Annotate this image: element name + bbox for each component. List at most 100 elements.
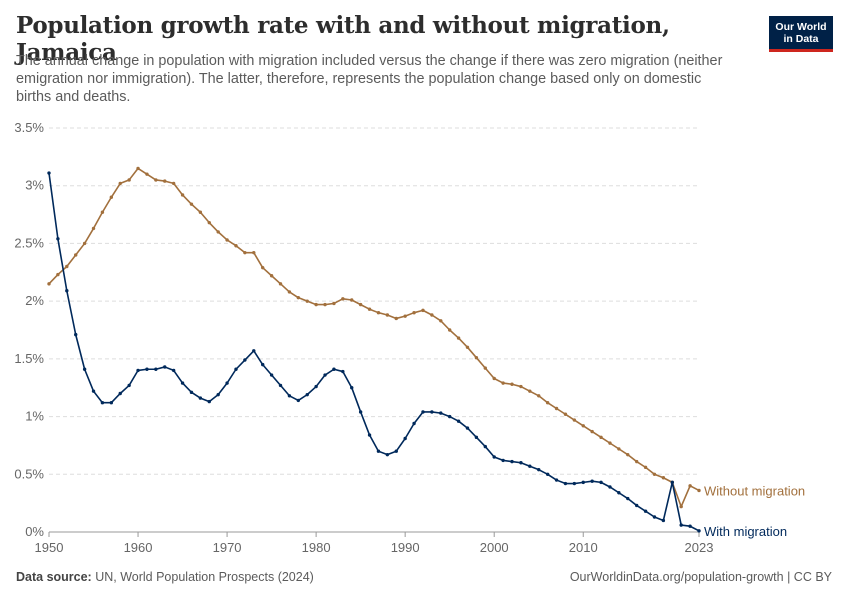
data-point-without-migration[interactable] xyxy=(590,429,594,434)
data-point-without-migration[interactable] xyxy=(608,441,612,445)
series-label-without-migration[interactable]: Without migration xyxy=(704,483,805,498)
data-point-without-migration[interactable] xyxy=(626,452,630,457)
data-point-without-migration[interactable] xyxy=(634,459,639,464)
data-point-with-migration[interactable] xyxy=(252,349,256,353)
series-line-without-migration[interactable] xyxy=(48,167,700,508)
data-point-without-migration[interactable] xyxy=(47,282,51,286)
data-point-without-migration[interactable] xyxy=(501,381,505,385)
data-point-without-migration[interactable] xyxy=(341,297,345,301)
data-point-with-migration[interactable] xyxy=(421,410,425,414)
data-point-with-migration[interactable] xyxy=(430,410,434,414)
data-point-with-migration[interactable] xyxy=(341,369,345,374)
data-point-with-migration[interactable] xyxy=(136,368,140,373)
data-point-with-migration[interactable] xyxy=(163,365,167,369)
data-point-with-migration[interactable] xyxy=(510,459,514,464)
data-point-with-migration[interactable] xyxy=(287,394,292,398)
data-point-without-migration[interactable] xyxy=(154,178,158,182)
data-point-without-migration[interactable] xyxy=(171,181,176,186)
data-point-without-migration[interactable] xyxy=(537,394,541,398)
data-point-with-migration[interactable] xyxy=(608,485,612,489)
data-point-without-migration[interactable] xyxy=(412,310,416,315)
data-point-with-migration[interactable] xyxy=(332,367,336,371)
data-point-without-migration[interactable] xyxy=(688,484,692,488)
data-point-with-migration[interactable] xyxy=(439,411,443,415)
data-point-without-migration[interactable] xyxy=(519,384,523,389)
data-point-without-migration[interactable] xyxy=(127,178,131,182)
data-point-with-migration[interactable] xyxy=(385,452,390,457)
data-point-without-migration[interactable] xyxy=(180,193,185,197)
data-point-with-migration[interactable] xyxy=(145,367,149,371)
data-point-without-migration[interactable] xyxy=(287,290,292,294)
data-point-without-migration[interactable] xyxy=(207,220,211,225)
data-point-with-migration[interactable] xyxy=(350,386,354,390)
data-point-without-migration[interactable] xyxy=(163,179,167,183)
data-point-with-migration[interactable] xyxy=(82,367,87,371)
data-point-with-migration[interactable] xyxy=(207,399,211,404)
owid-logo[interactable]: Our World in Data xyxy=(769,16,833,52)
data-point-without-migration[interactable] xyxy=(394,316,398,321)
data-point-with-migration[interactable] xyxy=(296,398,301,403)
data-point-with-migration[interactable] xyxy=(74,332,78,337)
data-point-with-migration[interactable] xyxy=(171,368,176,373)
data-point-with-migration[interactable] xyxy=(697,529,701,533)
data-point-with-migration[interactable] xyxy=(501,458,505,463)
data-point-without-migration[interactable] xyxy=(545,401,550,405)
data-point-without-migration[interactable] xyxy=(65,264,69,269)
data-point-without-migration[interactable] xyxy=(189,202,194,206)
data-point-without-migration[interactable] xyxy=(91,226,96,231)
data-point-without-migration[interactable] xyxy=(332,301,336,306)
data-point-with-migration[interactable] xyxy=(234,367,238,371)
data-point-with-migration[interactable] xyxy=(305,392,309,397)
data-point-with-migration[interactable] xyxy=(412,421,416,426)
data-point-without-migration[interactable] xyxy=(225,238,229,242)
data-point-with-migration[interactable] xyxy=(261,362,265,367)
data-point-with-migration[interactable] xyxy=(376,449,381,453)
data-point-without-migration[interactable] xyxy=(234,244,238,248)
data-point-with-migration[interactable] xyxy=(528,464,532,468)
data-point-without-migration[interactable] xyxy=(56,272,60,277)
data-point-with-migration[interactable] xyxy=(198,396,203,400)
data-point-with-migration[interactable] xyxy=(563,481,568,486)
data-point-with-migration[interactable] xyxy=(269,373,274,377)
data-point-without-migration[interactable] xyxy=(581,424,585,428)
data-point-with-migration[interactable] xyxy=(403,436,407,441)
data-point-without-migration[interactable] xyxy=(305,299,309,303)
data-point-without-migration[interactable] xyxy=(492,376,496,381)
data-point-with-migration[interactable] xyxy=(216,392,220,397)
data-point-with-migration[interactable] xyxy=(492,455,496,459)
data-point-without-migration[interactable] xyxy=(376,310,381,315)
data-point-without-migration[interactable] xyxy=(296,295,301,300)
data-point-with-migration[interactable] xyxy=(65,289,69,293)
data-point-with-migration[interactable] xyxy=(634,503,639,508)
footer-credit[interactable]: OurWorldinData.org/population-growth | C… xyxy=(569,570,832,584)
data-point-with-migration[interactable] xyxy=(127,383,131,388)
data-point-with-migration[interactable] xyxy=(47,171,51,175)
data-point-with-migration[interactable] xyxy=(243,358,247,362)
data-point-without-migration[interactable] xyxy=(643,465,648,470)
data-point-with-migration[interactable] xyxy=(617,491,621,495)
data-point-without-migration[interactable] xyxy=(617,447,621,451)
data-point-without-migration[interactable] xyxy=(465,345,470,350)
data-point-without-migration[interactable] xyxy=(697,488,701,493)
data-point-with-migration[interactable] xyxy=(572,481,577,486)
data-point-without-migration[interactable] xyxy=(439,319,443,323)
data-point-with-migration[interactable] xyxy=(537,467,541,472)
data-point-without-migration[interactable] xyxy=(82,241,87,246)
data-point-with-migration[interactable] xyxy=(180,381,185,385)
data-point-without-migration[interactable] xyxy=(483,366,487,370)
data-point-without-migration[interactable] xyxy=(421,308,425,313)
data-point-with-migration[interactable] xyxy=(91,389,96,393)
data-point-with-migration[interactable] xyxy=(278,383,283,388)
data-point-without-migration[interactable] xyxy=(447,328,452,332)
data-point-with-migration[interactable] xyxy=(545,472,550,476)
data-point-without-migration[interactable] xyxy=(430,313,434,317)
data-point-without-migration[interactable] xyxy=(679,504,683,509)
data-point-with-migration[interactable] xyxy=(670,480,674,485)
data-point-with-migration[interactable] xyxy=(323,373,327,377)
data-point-without-migration[interactable] xyxy=(118,181,122,186)
data-point-with-migration[interactable] xyxy=(109,401,114,405)
series-label-with-migration[interactable]: With migration xyxy=(704,524,787,539)
data-point-with-migration[interactable] xyxy=(394,449,398,453)
data-point-without-migration[interactable] xyxy=(456,336,461,340)
data-point-with-migration[interactable] xyxy=(100,401,105,405)
